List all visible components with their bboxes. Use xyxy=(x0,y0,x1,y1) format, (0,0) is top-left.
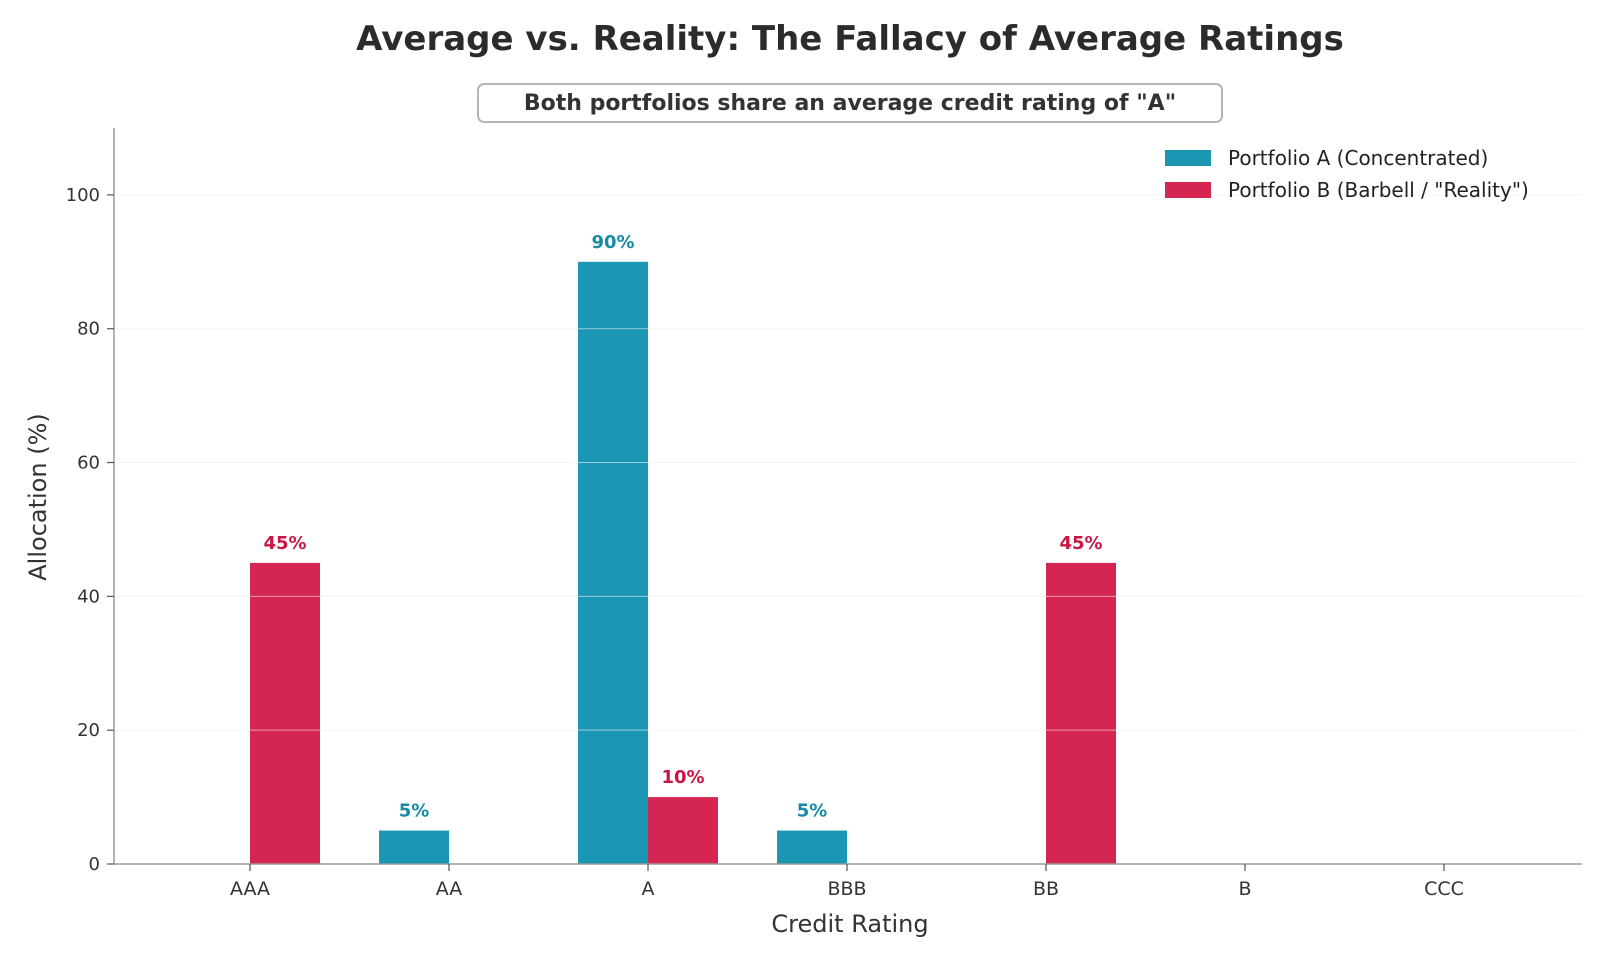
data-labels: 5% 90% 5% 45% 10% 45% xyxy=(263,232,1102,822)
chart-title: Average vs. Reality: The Fallacy of Aver… xyxy=(356,19,1344,59)
x-tick-label: AAA xyxy=(230,878,270,900)
x-tick-label: BBB xyxy=(827,878,866,900)
legend: Portfolio A (Concentrated) Portfolio B (B… xyxy=(1165,146,1529,202)
x-axis-label: Credit Rating xyxy=(771,910,928,938)
y-tick-label: 40 xyxy=(77,586,100,607)
subtitle-box xyxy=(477,83,1223,123)
bar-portfolio-b-aaa xyxy=(250,562,320,864)
x-tick-label: AA xyxy=(436,878,463,900)
y-tick-label: 20 xyxy=(77,720,100,741)
bar-portfolio-b-bb xyxy=(1046,562,1116,864)
legend-label: Portfolio A (Concentrated) xyxy=(1228,146,1488,170)
data-label: 5% xyxy=(399,801,430,822)
legend-swatch xyxy=(1165,182,1211,198)
bar-portfolio-a-a xyxy=(578,261,648,864)
bar-portfolio-b-a xyxy=(648,797,718,864)
bars xyxy=(114,194,1582,864)
y-tick-label: 100 xyxy=(66,185,100,206)
y-tick-label: 60 xyxy=(77,453,100,474)
data-label: 5% xyxy=(797,801,828,822)
x-tick-label: B xyxy=(1238,878,1251,900)
chart-subtitle: Both portfolios share an average credit … xyxy=(524,91,1176,116)
bar-portfolio-a-aa xyxy=(379,830,449,864)
bar-portfolio-a-bbb xyxy=(777,830,847,864)
data-label: 45% xyxy=(263,533,306,554)
legend-label: Portfolio B (Barbell / "Reality") xyxy=(1228,178,1529,202)
data-label: 45% xyxy=(1059,533,1102,554)
x-tick-label: BB xyxy=(1033,878,1059,900)
y-tick-label: 80 xyxy=(77,319,100,340)
y-tick-label: 0 xyxy=(89,854,100,875)
data-label: 10% xyxy=(661,767,704,788)
data-label: 90% xyxy=(591,232,634,253)
legend-swatch xyxy=(1165,150,1211,166)
x-tick-label: CCC xyxy=(1424,878,1464,900)
y-axis-label: Allocation (%) xyxy=(24,413,52,580)
x-tick-label: A xyxy=(642,878,655,900)
